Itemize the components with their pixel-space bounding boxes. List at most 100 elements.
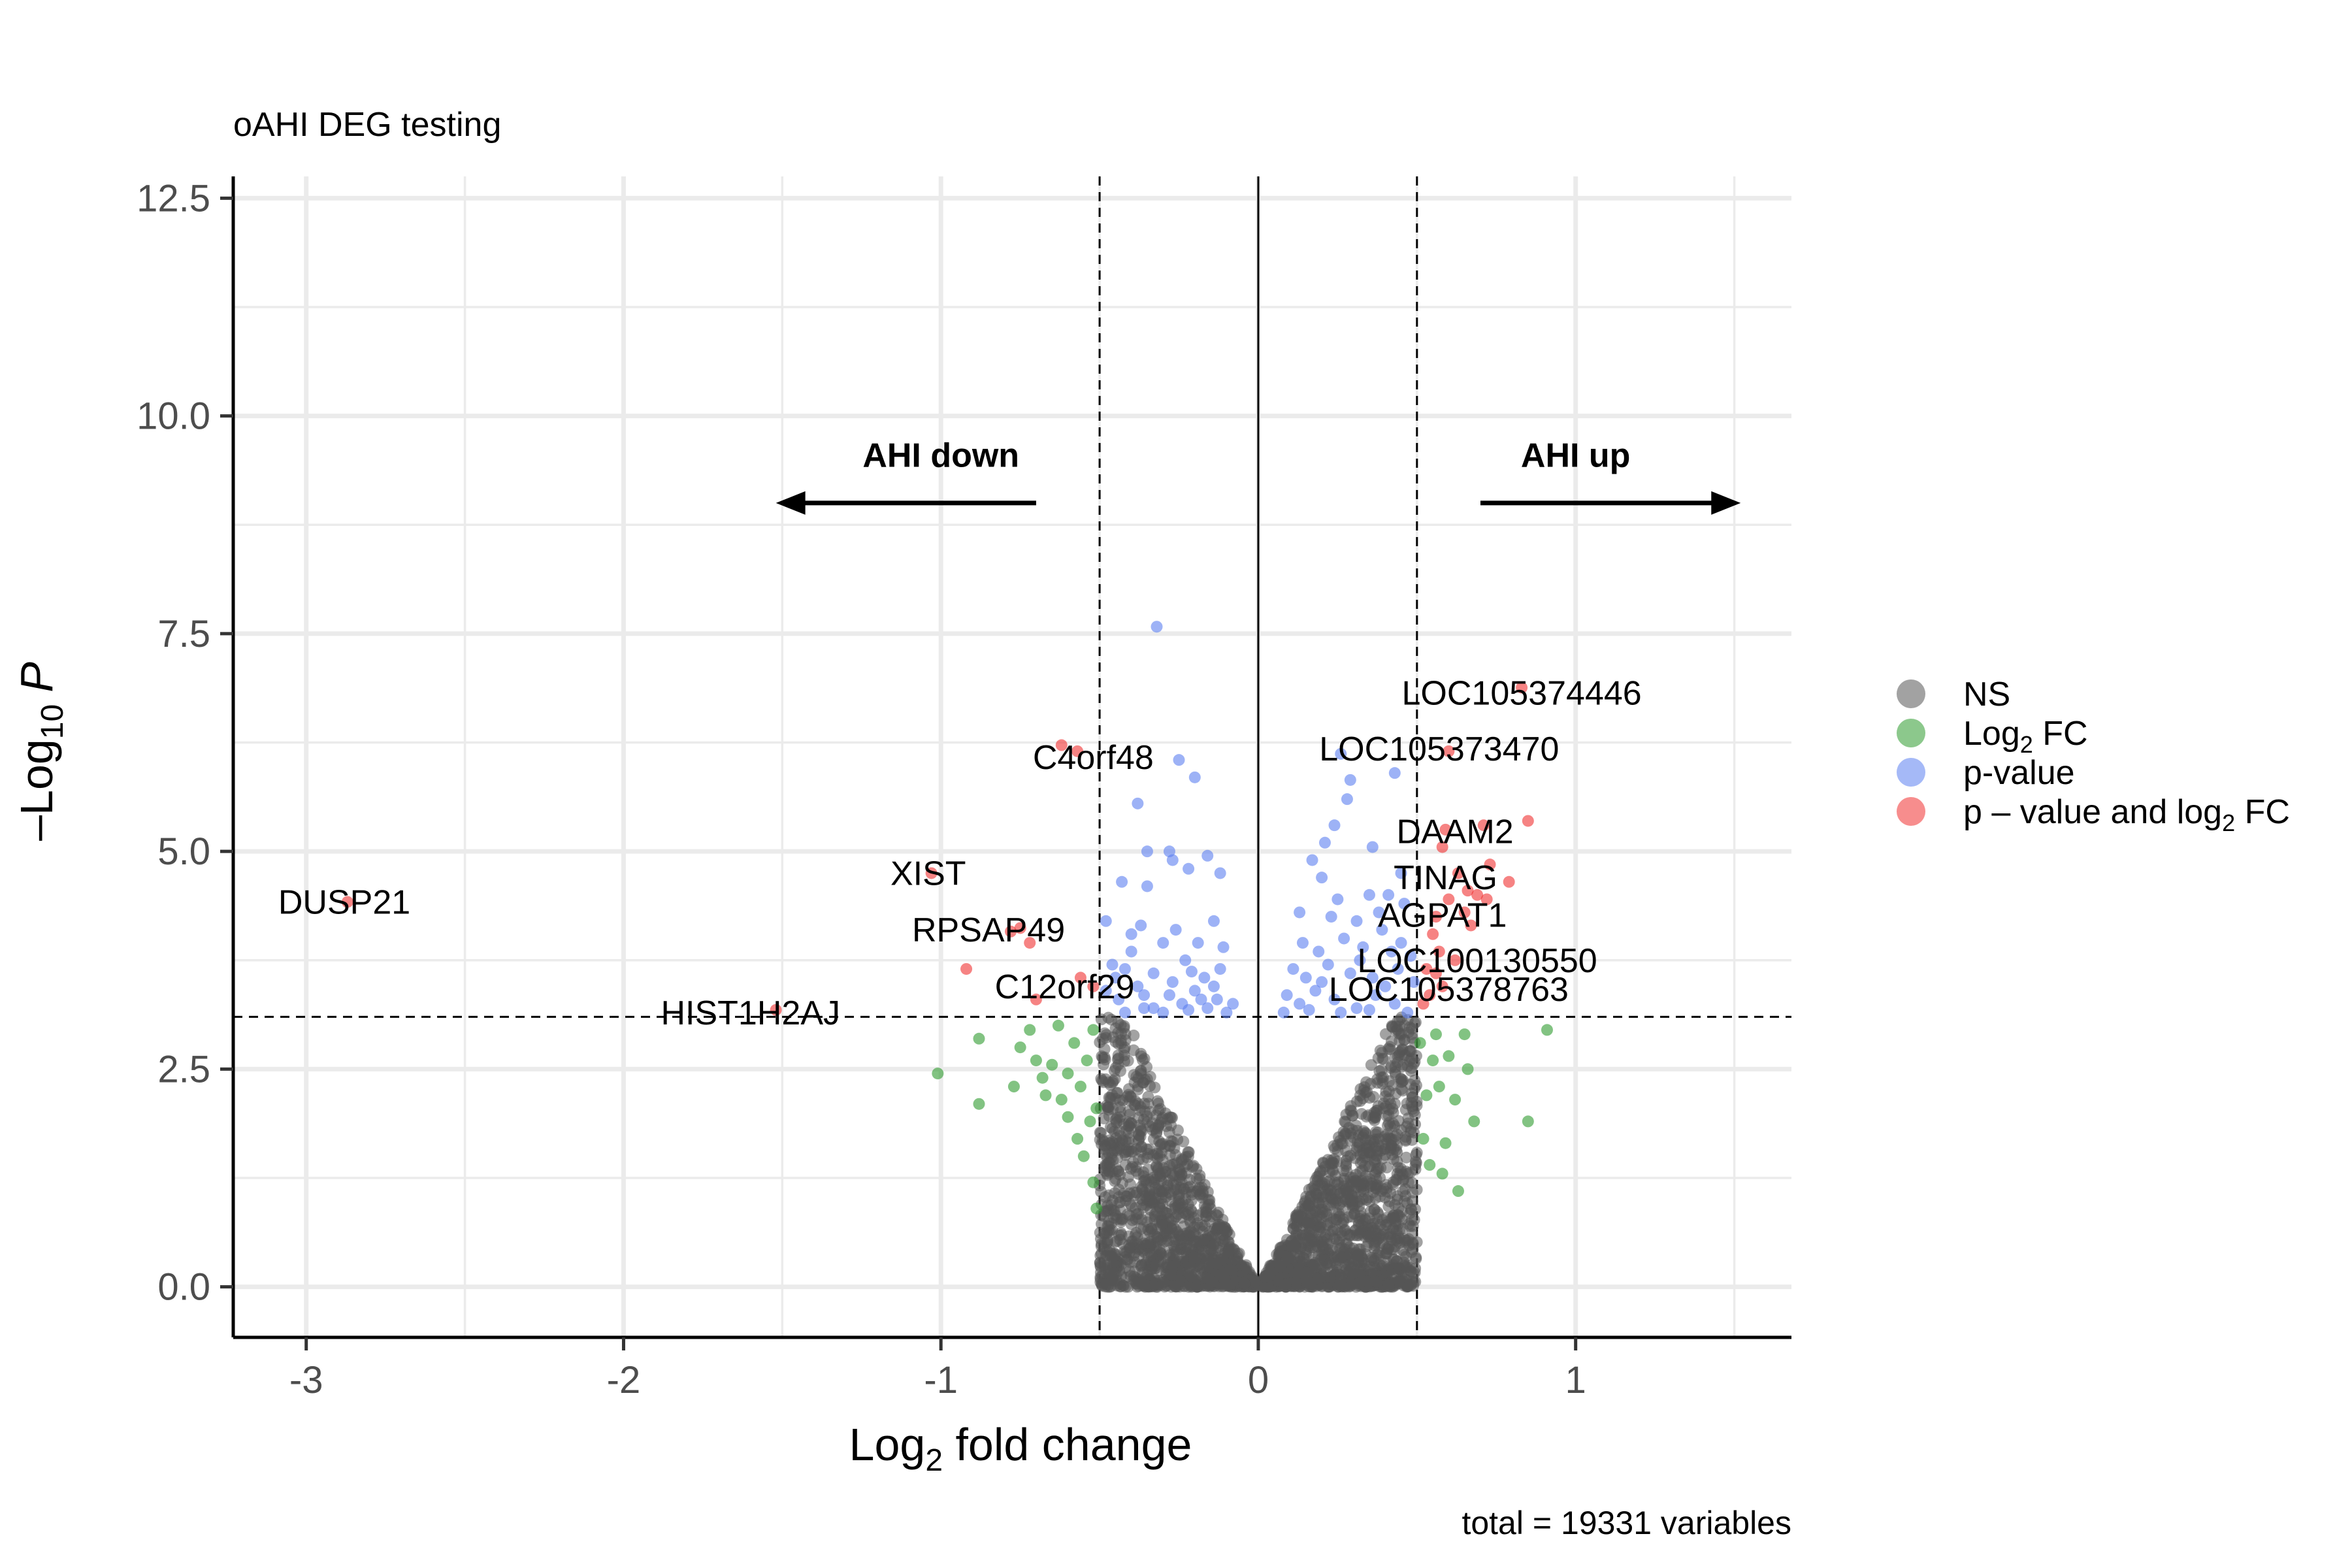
data-point — [1369, 989, 1382, 1002]
ns-point — [1380, 1100, 1392, 1113]
y-axis-title-p: P — [11, 662, 62, 693]
ns-point — [1177, 1197, 1189, 1209]
ns-point — [1196, 1185, 1209, 1198]
ns-point — [1372, 1233, 1384, 1245]
ns-point — [1388, 1134, 1401, 1147]
data-point — [1354, 954, 1366, 966]
data-point — [1366, 972, 1379, 984]
ns-point — [1172, 1163, 1184, 1175]
ns-point — [1394, 1211, 1406, 1223]
legend-key — [1897, 679, 1925, 708]
data-point — [1281, 989, 1293, 1002]
ns-point — [1402, 1026, 1414, 1039]
data-point — [1424, 989, 1436, 1002]
data-point — [973, 1032, 985, 1045]
legend-key — [1897, 797, 1925, 826]
data-point — [1062, 1111, 1074, 1123]
data-point — [1119, 963, 1131, 975]
ns-point — [1380, 1179, 1392, 1191]
ns-point — [1218, 1274, 1231, 1286]
ns-point — [1145, 1176, 1157, 1188]
ns-point — [1152, 1098, 1165, 1110]
ns-point — [1120, 1247, 1133, 1259]
ns-point — [1217, 1235, 1230, 1247]
ns-point — [1132, 1080, 1144, 1092]
ns-point — [1393, 1027, 1405, 1039]
ns-point — [1301, 1217, 1314, 1230]
ns-point — [1211, 1258, 1223, 1270]
ns-point — [1198, 1233, 1210, 1246]
ns-point — [1103, 1166, 1116, 1179]
ns-point — [1098, 1243, 1110, 1256]
data-point — [1379, 980, 1392, 992]
ns-point — [1298, 1252, 1310, 1264]
ns-point — [1384, 1043, 1396, 1056]
gene-label: C12orf29 — [995, 968, 1135, 1006]
data-point — [1227, 998, 1239, 1010]
data-point — [1503, 875, 1515, 888]
ns-point — [1392, 1276, 1404, 1288]
data-point — [1541, 1024, 1553, 1036]
data-point — [1366, 841, 1379, 853]
ns-point — [1130, 1277, 1143, 1290]
ns-point — [1369, 1192, 1382, 1204]
ns-point — [1345, 1261, 1357, 1273]
ns-point — [1337, 1164, 1350, 1177]
ns-point — [1155, 1138, 1168, 1151]
ns-point — [1370, 1275, 1382, 1288]
data-point — [1299, 972, 1312, 984]
direction-arrow-head — [1711, 491, 1741, 515]
data-point — [1433, 1081, 1445, 1093]
ns-point — [1200, 1202, 1213, 1215]
ns-point — [1356, 1107, 1368, 1120]
data-point — [1338, 932, 1350, 945]
x-tick-label: 1 — [1565, 1359, 1586, 1401]
ns-point — [1357, 1253, 1369, 1266]
ns-point — [1332, 1176, 1345, 1188]
gene-label: TINAG — [1394, 859, 1497, 897]
data-point — [1376, 924, 1388, 936]
data-point — [1052, 1019, 1064, 1032]
ns-point — [1409, 1109, 1421, 1121]
data-point — [1322, 958, 1334, 971]
legend-label: NS — [1963, 676, 2010, 713]
data-point — [1462, 1063, 1474, 1075]
data-point — [1188, 985, 1201, 997]
ns-point — [1132, 1250, 1145, 1263]
ns-point — [1106, 1224, 1119, 1236]
data-point — [1132, 980, 1144, 992]
ns-point — [1188, 1251, 1200, 1264]
data-point — [1062, 1068, 1074, 1080]
ns-point — [1393, 1224, 1405, 1237]
ns-point — [1168, 1243, 1181, 1256]
data-point — [1388, 998, 1401, 1010]
data-point — [1335, 1006, 1347, 1019]
data-point — [1036, 1071, 1049, 1084]
data-point — [1087, 1024, 1100, 1036]
data-point — [1014, 922, 1026, 934]
ns-point — [1163, 1174, 1175, 1186]
data-point — [1113, 993, 1125, 1005]
data-point — [1183, 1004, 1195, 1016]
ns-point — [1348, 1229, 1360, 1241]
ns-point — [1371, 1145, 1384, 1158]
gene-label: LOC100130550 — [1358, 942, 1597, 980]
data-point — [1433, 945, 1445, 958]
ns-point — [1157, 1276, 1169, 1288]
ns-point — [1207, 1239, 1220, 1252]
data-point — [1316, 872, 1328, 884]
data-point — [1439, 823, 1452, 836]
data-point — [1090, 1102, 1103, 1115]
legend-label: p-value — [1963, 754, 2075, 792]
ns-point — [1358, 1160, 1371, 1172]
data-point — [1287, 963, 1299, 975]
ns-point — [1324, 1257, 1336, 1269]
data-point — [1138, 989, 1151, 1002]
ns-point — [1100, 1100, 1113, 1112]
data-point — [1325, 911, 1337, 923]
data-point — [1363, 889, 1375, 901]
data-point — [1084, 1115, 1096, 1128]
ns-point — [1329, 1143, 1341, 1155]
ns-point — [1367, 1090, 1380, 1103]
data-point — [1147, 967, 1160, 979]
